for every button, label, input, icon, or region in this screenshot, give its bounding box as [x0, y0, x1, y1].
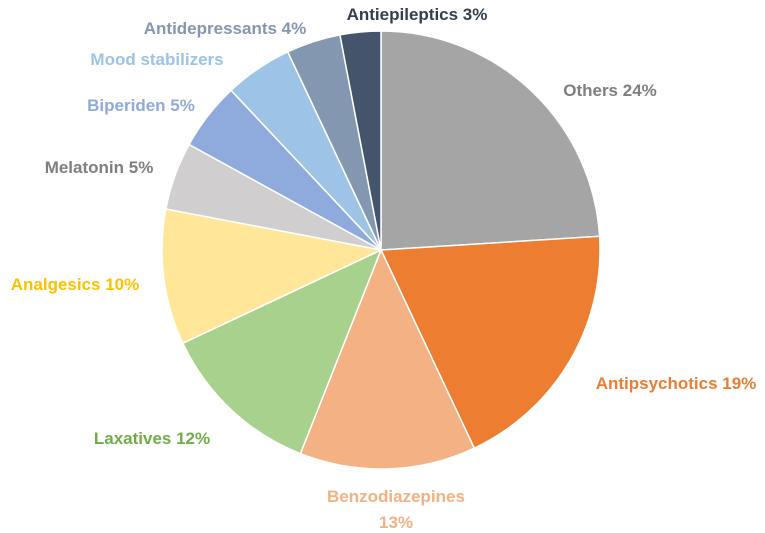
slice-label-line: Laxatives 12%	[94, 429, 210, 448]
pie-slice-others	[380, 30, 601, 251]
slice-label-line: Melatonin 5%	[45, 158, 154, 177]
slice-label-analgesics: Analgesics 10%	[11, 275, 140, 294]
pie-slice-analgesics	[161, 208, 384, 345]
slice-label-line: Benzodiazepines	[327, 487, 465, 506]
slice-label-line: Others 24%	[563, 81, 657, 100]
slice-label-melatonin: Melatonin 5%	[45, 158, 154, 177]
slice-label-antidepressants: Antidepressants 4%	[144, 19, 307, 38]
slice-label-line: Antidepressants 4%	[144, 19, 307, 38]
slice-label-line: Antipsychotics 19%	[596, 374, 757, 393]
pie-slice-antipsychotics	[379, 235, 601, 450]
pie-labels: Others 24% Antipsychotics 19% Benzodiazepi…	[11, 5, 757, 532]
slice-label-others: Others 24%	[563, 81, 657, 100]
slice-label-line: Mood stabilizers	[90, 50, 223, 69]
slice-label-line: Analgesics 10%	[11, 275, 140, 294]
pie-slice-benzodiazepines	[299, 248, 476, 470]
slice-label-laxatives: Laxatives 12%	[94, 429, 210, 448]
slice-label-line: Biperiden 5%	[87, 96, 195, 115]
slice-label-line: Antiepileptics 3%	[347, 5, 488, 24]
slice-label-antiepileptics: Antiepileptics 3%	[347, 5, 488, 24]
slice-label-line: 13%	[379, 513, 413, 532]
slice-label-antipsychotics: Antipsychotics 19%	[596, 374, 757, 393]
pie-slices	[161, 30, 601, 470]
pie-slice-antiepileptics	[339, 30, 382, 251]
slice-label-benzodiazepines: Benzodiazepines 13%	[327, 487, 465, 532]
pie-slice-laxatives	[181, 248, 383, 455]
slice-label-mood-stabilizers: Mood stabilizers	[90, 50, 223, 69]
slice-label-biperiden: Biperiden 5%	[87, 96, 195, 115]
